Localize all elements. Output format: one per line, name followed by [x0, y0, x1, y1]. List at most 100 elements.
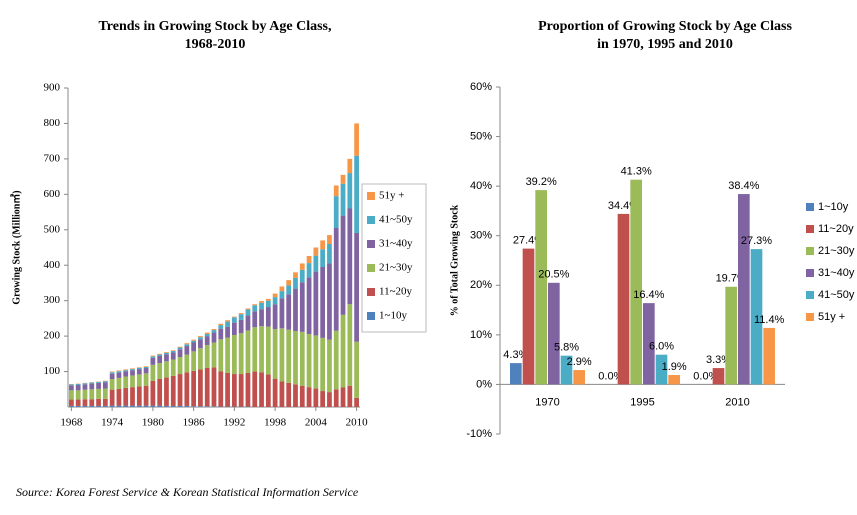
- bar-segment: [252, 371, 258, 407]
- bar-segment: [306, 256, 312, 264]
- bar-segment: [198, 336, 203, 338]
- bar-segment: [102, 405, 108, 407]
- y-tick-label: 60%: [470, 81, 492, 93]
- legend-label: 41~50y: [379, 214, 413, 226]
- bar-segment: [191, 342, 197, 352]
- bar-segment: [75, 385, 81, 391]
- legend-label: 11~20y: [818, 223, 854, 235]
- bar-segment: [306, 333, 312, 388]
- bar-segment: [225, 372, 230, 407]
- bar-segment: [96, 381, 101, 383]
- bar-segment: [354, 123, 359, 156]
- legend-swatch: [806, 291, 814, 299]
- bar-segment: [320, 249, 326, 267]
- legend-swatch: [806, 247, 814, 255]
- data-label: 2.9%: [567, 356, 592, 368]
- bar-segment: [225, 321, 230, 327]
- bar-segment: [109, 373, 115, 379]
- bar-segment: [286, 382, 292, 407]
- bar-segment: [109, 378, 115, 390]
- bar-segment: [123, 371, 129, 377]
- bar-segment: [279, 298, 285, 329]
- bar-segment: [191, 370, 197, 407]
- data-label: 3.3%: [706, 354, 731, 366]
- legend-label: 41~50y: [818, 289, 855, 301]
- legend-swatch: [367, 192, 375, 200]
- bar-segment: [184, 372, 190, 406]
- bar-segment: [184, 346, 190, 355]
- bar-segment: [130, 368, 135, 370]
- bar-segment: [313, 335, 319, 389]
- bar-segment: [340, 183, 346, 216]
- bar-segment: [293, 277, 298, 289]
- bar-segment: [150, 364, 156, 381]
- x-tick-label: 1970: [535, 396, 559, 408]
- bar-segment: [170, 359, 176, 376]
- bar-segment: [333, 196, 339, 229]
- bar-segment: [272, 304, 278, 330]
- bar-segment: [177, 405, 183, 407]
- bar-segment: [327, 339, 332, 393]
- bar-segment: [299, 331, 305, 386]
- legend-label: 21~30y: [379, 262, 413, 274]
- legend-swatch: [806, 203, 814, 211]
- y-tick-label: -10%: [466, 428, 492, 440]
- bar-segment: [75, 383, 81, 386]
- bar-segment: [130, 375, 135, 388]
- bar-segment: [238, 319, 244, 334]
- bar-segment: [150, 380, 156, 406]
- bar-segment: [109, 405, 115, 407]
- bar-segment: [286, 329, 292, 383]
- bar: [535, 190, 547, 385]
- bar-segment: [191, 340, 197, 343]
- data-label: 16.4%: [633, 289, 664, 301]
- bar-segment: [272, 329, 278, 379]
- y-tick-label: 500: [44, 223, 61, 235]
- bar-segment: [211, 367, 217, 407]
- bar-segment: [102, 388, 108, 399]
- bar-segment: [164, 354, 169, 362]
- legend-label: 51y +: [818, 311, 845, 323]
- bar-segment: [136, 367, 142, 369]
- bar-segment: [225, 337, 230, 373]
- legend-swatch: [367, 312, 375, 320]
- bar-segment: [82, 399, 88, 406]
- bar-segment: [102, 398, 108, 406]
- bar-segment: [347, 385, 353, 407]
- bar: [617, 213, 630, 385]
- bar: [510, 363, 522, 385]
- bar-segment: [231, 374, 237, 407]
- legend-label: 31~40y: [379, 238, 413, 250]
- bar-segment: [347, 304, 353, 386]
- bar-segment: [354, 155, 359, 233]
- bar-segment: [136, 369, 142, 375]
- bar-segment: [313, 388, 319, 407]
- data-label: 4.3%: [503, 349, 528, 361]
- data-label: 5.8%: [554, 342, 579, 354]
- bar-segment: [231, 317, 237, 323]
- bar-segment: [198, 348, 203, 370]
- bar-segment: [320, 266, 326, 338]
- bar-segment: [252, 305, 258, 312]
- chart-title: in 1970, 1995 and 2010: [597, 37, 733, 52]
- x-tick-label: 2010: [346, 417, 369, 429]
- bar: [763, 327, 775, 385]
- bar-segment: [82, 389, 88, 400]
- bar-segment: [265, 326, 271, 375]
- bar-segment: [164, 352, 169, 355]
- bar-segment: [259, 326, 264, 373]
- bar-segment: [198, 369, 203, 407]
- legend-label: 1~10y: [379, 310, 407, 322]
- bar-segment: [109, 389, 115, 406]
- bar-segment: [89, 383, 95, 390]
- bar-segment: [96, 382, 101, 389]
- bar-segment: [69, 390, 74, 400]
- bar-segment: [293, 272, 298, 278]
- bar-segment: [320, 240, 326, 250]
- bar-segment: [204, 368, 210, 407]
- bar-segment: [157, 363, 163, 379]
- bar-segment: [265, 300, 271, 308]
- bar-segment: [333, 330, 339, 390]
- legend-label: 1~10y: [818, 201, 849, 213]
- bar-segment: [69, 384, 74, 386]
